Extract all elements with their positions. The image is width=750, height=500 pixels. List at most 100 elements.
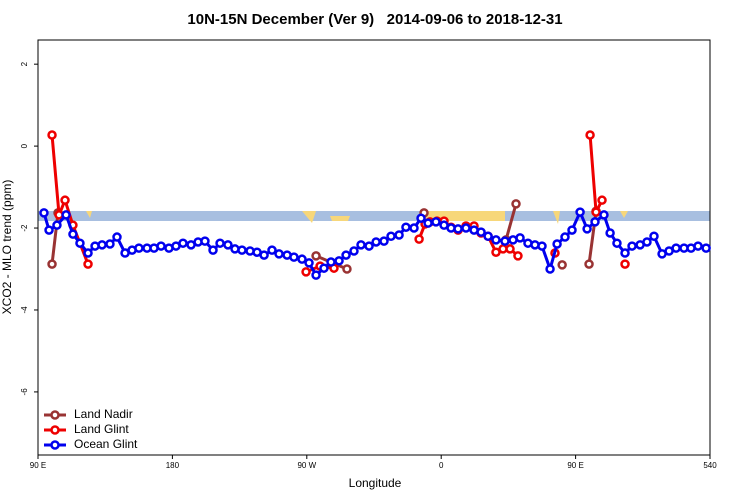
point xyxy=(178,238,188,248)
point xyxy=(47,259,57,269)
point xyxy=(311,251,321,261)
x-tick-label: 90 E xyxy=(30,461,46,470)
point xyxy=(319,263,329,273)
x-tick-label: 0 xyxy=(439,461,444,470)
point xyxy=(341,250,351,260)
point xyxy=(585,130,595,140)
point xyxy=(537,241,547,251)
point xyxy=(342,264,352,274)
point xyxy=(483,231,493,241)
point xyxy=(297,254,307,264)
point xyxy=(68,229,78,239)
point xyxy=(560,232,570,242)
point xyxy=(208,245,218,255)
point xyxy=(693,241,703,251)
x-axis-label: Longitude xyxy=(349,476,402,490)
point xyxy=(334,256,344,266)
point xyxy=(476,227,486,237)
x-tick-label: 90 W xyxy=(297,461,316,470)
point xyxy=(552,239,562,249)
point xyxy=(584,259,594,269)
land-strip xyxy=(86,211,628,224)
x-tick-label: 540 xyxy=(703,461,717,470)
y-tick-label: -6 xyxy=(20,388,29,396)
point xyxy=(423,218,433,228)
point xyxy=(134,243,144,253)
point xyxy=(620,248,630,258)
point xyxy=(386,231,396,241)
point xyxy=(200,236,210,246)
point xyxy=(237,245,247,255)
point xyxy=(642,237,652,247)
x-tick-label: 90 E xyxy=(567,461,583,470)
point xyxy=(44,225,54,235)
point xyxy=(83,248,93,258)
legend-marker xyxy=(50,440,60,450)
point xyxy=(47,130,57,140)
y-tick-label: -4 xyxy=(20,306,29,314)
point xyxy=(545,264,555,274)
point xyxy=(597,195,607,205)
point xyxy=(311,270,321,280)
legend-label: Land Glint xyxy=(74,422,129,436)
point xyxy=(52,220,62,230)
point xyxy=(612,238,622,248)
legend-label: Land Nadir xyxy=(74,407,133,421)
point xyxy=(274,249,284,259)
point xyxy=(567,225,577,235)
point xyxy=(75,238,85,248)
point xyxy=(671,243,681,253)
point xyxy=(590,217,600,227)
point xyxy=(409,223,419,233)
point xyxy=(500,236,510,246)
point xyxy=(513,251,523,261)
y-tick-label: -2 xyxy=(20,224,29,232)
point xyxy=(401,222,411,232)
point xyxy=(61,210,71,220)
point xyxy=(557,260,567,270)
point xyxy=(515,233,525,243)
point xyxy=(83,259,93,269)
y-tick-label: 2 xyxy=(20,61,29,66)
point xyxy=(591,207,601,217)
point xyxy=(267,245,277,255)
point xyxy=(491,235,501,245)
legend-label: Ocean Glint xyxy=(74,437,138,451)
point xyxy=(349,246,359,256)
legend-marker xyxy=(50,410,60,420)
point xyxy=(356,240,366,250)
point xyxy=(156,241,166,251)
map-strip xyxy=(38,211,710,224)
chart-title: 10N-15N December (Ver 9) 2014-09-06 to 2… xyxy=(187,11,562,28)
point xyxy=(582,224,592,234)
point xyxy=(223,240,233,250)
point xyxy=(620,259,630,269)
point xyxy=(701,243,711,253)
point xyxy=(627,241,637,251)
point xyxy=(304,258,314,268)
point xyxy=(649,231,659,241)
point xyxy=(491,247,501,257)
point xyxy=(505,244,515,254)
x-tick-label: 180 xyxy=(166,461,180,470)
point xyxy=(599,210,609,220)
y-axis-label: XCO2 - MLO trend (ppm) xyxy=(0,180,14,315)
point xyxy=(394,230,404,240)
point xyxy=(605,228,615,238)
ocean-strip xyxy=(38,211,710,221)
point xyxy=(112,232,122,242)
point xyxy=(575,207,585,217)
legend-marker xyxy=(50,425,60,435)
point xyxy=(326,257,336,267)
y-tick-label: 0 xyxy=(20,143,29,148)
point xyxy=(453,224,463,234)
point xyxy=(215,238,225,248)
point xyxy=(379,236,389,246)
point xyxy=(416,213,426,223)
point xyxy=(60,195,70,205)
point xyxy=(39,208,49,218)
point xyxy=(364,241,374,251)
point xyxy=(105,239,115,249)
